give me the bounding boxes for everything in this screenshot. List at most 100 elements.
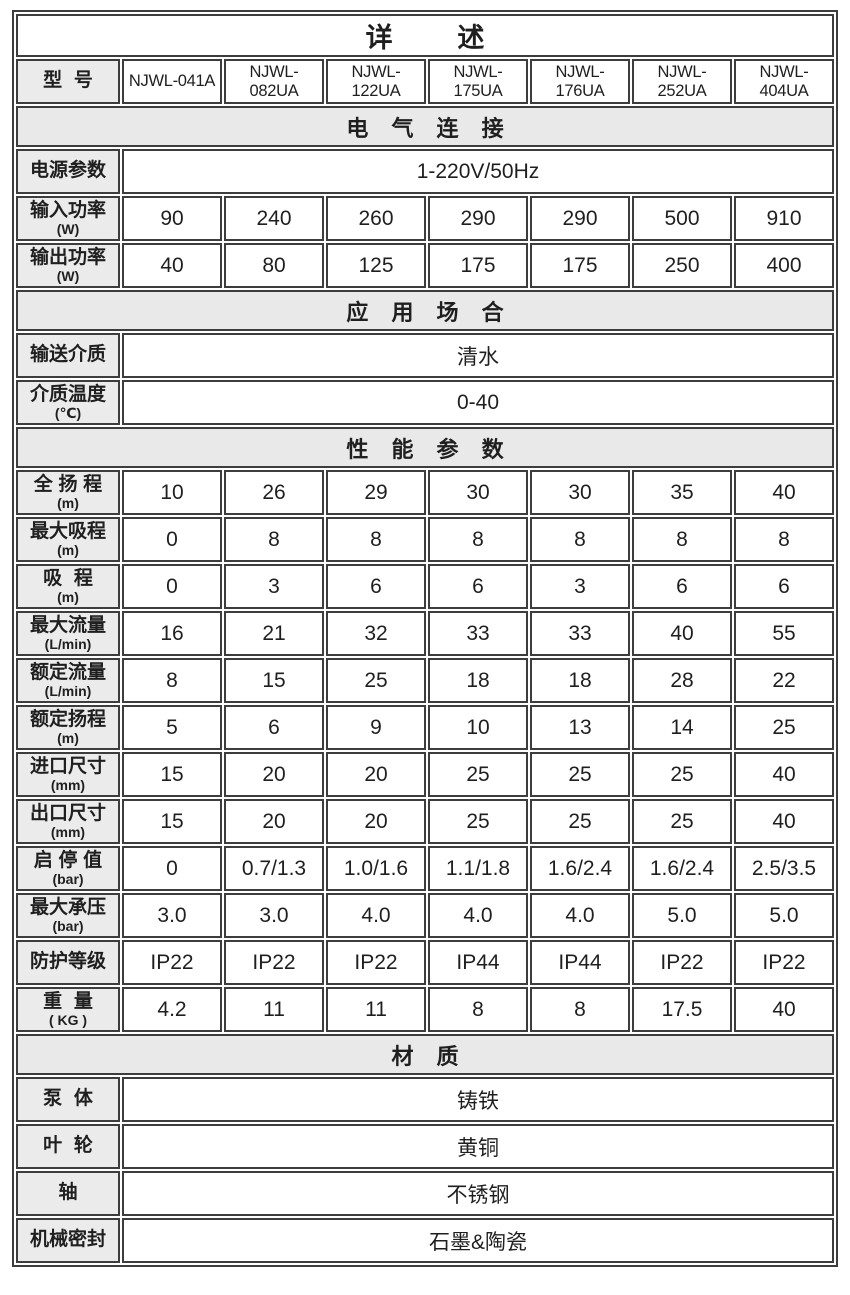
section-header-row: 材质 [16,1034,834,1075]
row-unit: ( KG ) [48,1012,88,1029]
row-unit: (mm) [50,777,86,794]
spec-value-cell: 9 [326,705,426,750]
spec-row: 重量( KG ) 4.2 11 11 8 8 17.5 40 [16,987,834,1032]
row-label-cell: 额定扬程 (m) [16,705,120,750]
section-header: 性能参数 [16,427,834,468]
row-unit: (L/min) [44,683,92,700]
spec-value-cell: 17.5 [632,987,732,1032]
spec-value-cell: 5 [122,705,222,750]
spec-value-cell: 40 [734,752,834,797]
spec-row: 额定扬程 (m) 5 6 9 10 13 14 25 [16,705,834,750]
row-label-cell: 输入功率 (W) [16,196,120,241]
spec-value-cell: 40 [122,243,222,288]
spec-row-spanned: 叶轮 黄铜 [16,1124,834,1169]
spec-value-cell: IP44 [530,940,630,985]
spec-value-cell: IP22 [734,940,834,985]
row-label-cell: 轴 [16,1171,120,1216]
row-label: 最大承压 [29,896,106,918]
model-row: 型号 NJWL-041A NJWL-082UA NJWL-122UA NJWL-175U… [16,59,834,104]
model-name-cell: NJWL-404UA [734,59,834,104]
spec-value-cell: 30 [530,470,630,515]
spec-value-cell: 32 [326,611,426,656]
spec-value-cell: 4.0 [530,893,630,938]
spec-row: 输入功率 (W) 90 240 260 290 290 500 910 [16,196,834,241]
spec-row-spanned: 输送介质 清水 [16,333,834,378]
spec-value-cell: IP44 [428,940,528,985]
section-header-row: 电气连接 [16,106,834,147]
row-label-cell: 输送介质 [16,333,120,378]
row-unit: (W) [56,221,80,238]
section-header-row: 性能参数 [16,427,834,468]
spec-value-cell: 16 [122,611,222,656]
spec-value-spanned: 铸铁 [122,1077,834,1122]
spec-value-spanned: 清水 [122,333,834,378]
row-label: 输送介质 [29,344,106,366]
spec-value-cell: 90 [122,196,222,241]
spec-value-cell: 6 [428,564,528,609]
row-label: 重量 [43,990,105,1012]
spec-value-cell: 11 [326,987,426,1032]
spec-value-cell: 15 [122,799,222,844]
spec-value-cell: 30 [428,470,528,515]
spec-value-cell: IP22 [224,940,324,985]
spec-row-spanned: 机械密封 石墨&陶瓷 [16,1218,834,1263]
row-label-cell: 介质温度 (℃) [16,380,120,425]
row-label: 额定扬程 [29,708,106,730]
spec-value-cell: 6 [734,564,834,609]
spec-value-cell: 15 [122,752,222,797]
row-label: 电源参数 [29,160,106,182]
spec-value-spanned: 石墨&陶瓷 [122,1218,834,1263]
spec-table-body: 详述 型号 NJWL-041A NJWL-082UA NJWL-122UA NJWL-17… [16,14,834,1263]
row-label: 吸程 [43,567,105,589]
spec-value-cell: 13 [530,705,630,750]
spec-value-cell: 290 [530,196,630,241]
spec-value-cell: 8 [428,517,528,562]
spec-value-cell: 28 [632,658,732,703]
row-label: 最大吸程 [29,520,106,542]
spec-value-cell: 8 [734,517,834,562]
spec-value-cell: 4.0 [428,893,528,938]
row-label-cell: 启停值 (bar) [16,846,120,891]
spec-value-cell: 20 [224,752,324,797]
spec-row: 额定流量 (L/min) 8 15 25 18 18 28 22 [16,658,834,703]
model-name-cell: NJWL-176UA [530,59,630,104]
row-unit: (℃) [54,405,82,422]
row-unit: (bar) [52,918,84,935]
spec-value-cell: 22 [734,658,834,703]
row-label-cell: 电源参数 [16,149,120,194]
row-label: 进口尺寸 [29,755,106,777]
row-label-cell: 防护等级 [16,940,120,985]
spec-value-cell: 10 [428,705,528,750]
spec-value-cell: 240 [224,196,324,241]
spec-value-cell: 0 [122,564,222,609]
spec-value-cell: 10 [122,470,222,515]
spec-value-cell: 25 [428,799,528,844]
spec-value-cell: 25 [734,705,834,750]
row-label: 叶轮 [43,1135,105,1157]
spec-value-cell: 33 [428,611,528,656]
section-header: 材质 [16,1034,834,1075]
row-label: 轴 [58,1182,90,1204]
spec-value-cell: 11 [224,987,324,1032]
section-header: 电气连接 [16,106,834,147]
spec-value-spanned: 1-220V/50Hz [122,149,834,194]
spec-value-cell: 3.0 [122,893,222,938]
model-name-cell: NJWL-252UA [632,59,732,104]
spec-row: 启停值 (bar) 0 0.7/1.3 1.0/1.6 1.1/1.8 1.6/2.4 1.6… [16,846,834,891]
spec-value-cell: 1.0/1.6 [326,846,426,891]
spec-value-spanned: 0-40 [122,380,834,425]
row-label-cell: 泵体 [16,1077,120,1122]
row-label: 型号 [43,70,105,92]
spec-value-cell: 8 [530,517,630,562]
spec-value-cell: 8 [122,658,222,703]
spec-value-cell: IP22 [122,940,222,985]
spec-value-cell: IP22 [632,940,732,985]
spec-value-spanned: 黄铜 [122,1124,834,1169]
row-label-cell: 最大承压 (bar) [16,893,120,938]
row-unit: (W) [56,268,80,285]
row-label: 输入功率 [29,199,106,221]
spec-value-cell: 6 [224,705,324,750]
spec-value-cell: 6 [326,564,426,609]
row-label-cell: 重量( KG ) [16,987,120,1032]
